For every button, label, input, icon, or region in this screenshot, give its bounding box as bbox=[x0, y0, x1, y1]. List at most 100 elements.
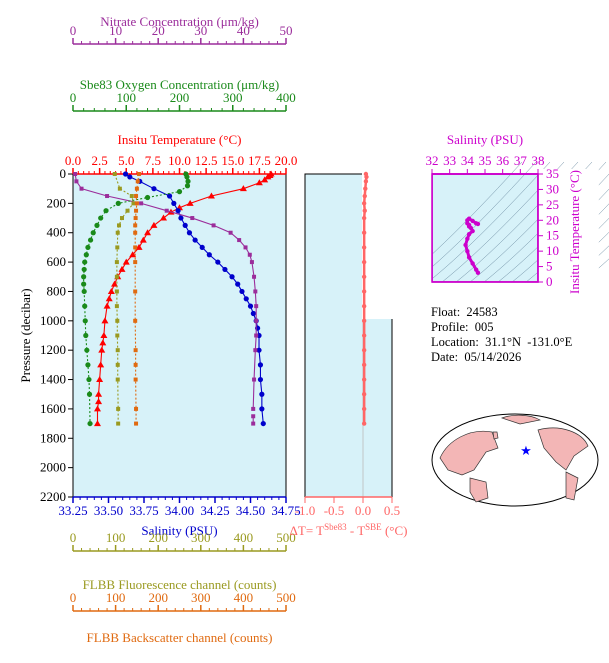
data-point bbox=[260, 420, 266, 427]
pressure-tick-label: 0 bbox=[60, 166, 67, 181]
data-point bbox=[206, 252, 212, 258]
backscatter-tick-label: 0 bbox=[70, 590, 77, 605]
data-point bbox=[207, 192, 215, 199]
data-point bbox=[254, 318, 259, 323]
data-point bbox=[151, 186, 157, 192]
ts-y-tick-label: 10 bbox=[546, 243, 559, 258]
date: Date: 05/14/2026 bbox=[431, 350, 522, 364]
nitrate-tick-label: 50 bbox=[280, 23, 293, 38]
pressure-tick-label: 1200 bbox=[40, 342, 66, 357]
salinity-tick-label: 34.00 bbox=[165, 503, 194, 518]
data-point bbox=[133, 348, 138, 353]
data-point bbox=[98, 215, 104, 221]
data-point bbox=[82, 259, 88, 265]
data-point bbox=[83, 332, 89, 339]
data-point bbox=[81, 288, 87, 295]
data-point bbox=[133, 230, 138, 235]
map-land-south-america bbox=[565, 471, 579, 501]
temperature-tick-label: 2.5 bbox=[92, 153, 108, 168]
delta-line bbox=[362, 173, 368, 424]
backscatter-tick-label: 400 bbox=[234, 590, 254, 605]
data-point bbox=[133, 245, 138, 250]
ts-series bbox=[463, 216, 481, 275]
data-point bbox=[361, 230, 367, 235]
data-point bbox=[139, 236, 147, 243]
world-map: ★ bbox=[431, 413, 599, 507]
main-plot-frame bbox=[72, 173, 287, 498]
oxygen-tick-label: 400 bbox=[276, 90, 296, 105]
data-point bbox=[254, 304, 259, 309]
fluorescence-tick-label: 400 bbox=[234, 530, 254, 545]
data-point bbox=[361, 377, 367, 382]
ts-x-tick-label: 37 bbox=[514, 153, 528, 168]
data-point bbox=[361, 421, 367, 426]
float-location-marker: ★ bbox=[520, 443, 532, 458]
data-point bbox=[361, 333, 367, 338]
temperature-axis-label: Insitu Temperature (°C) bbox=[118, 132, 242, 147]
map-land-asia bbox=[439, 430, 499, 476]
data-point bbox=[84, 347, 90, 353]
data-point bbox=[81, 274, 87, 280]
data-point bbox=[186, 230, 193, 236]
data-point bbox=[362, 208, 367, 213]
oxygen-tick-label: 300 bbox=[223, 90, 243, 105]
data-point bbox=[73, 172, 78, 176]
pressure-tick-label: 2200 bbox=[40, 489, 66, 504]
data-point bbox=[192, 237, 198, 243]
fluorescence-line bbox=[114, 173, 135, 424]
data-point bbox=[103, 208, 109, 214]
ts-mask-bottom bbox=[427, 282, 547, 313]
data-point bbox=[466, 216, 472, 221]
data-point bbox=[134, 208, 139, 213]
data-point bbox=[115, 200, 121, 206]
data-point bbox=[239, 288, 245, 295]
data-point bbox=[105, 295, 113, 302]
data-point bbox=[363, 186, 368, 191]
salinity-axis-label: Salinity (PSU) bbox=[141, 523, 217, 538]
oxygen-tick-label: 0 bbox=[70, 90, 77, 105]
data-point bbox=[361, 289, 367, 294]
ts-y-tick-label: 0 bbox=[546, 274, 553, 289]
data-point bbox=[94, 222, 100, 228]
float-id: Float: 24583 bbox=[431, 305, 498, 319]
pressure-tick-label: 1000 bbox=[40, 313, 66, 328]
pressure-tick-label: 2000 bbox=[40, 460, 66, 475]
oxygen-tick-label: 100 bbox=[117, 90, 137, 105]
data-point bbox=[86, 376, 92, 383]
data-point bbox=[115, 333, 120, 338]
data-point bbox=[133, 260, 138, 265]
data-point bbox=[235, 281, 241, 287]
data-point bbox=[134, 186, 139, 191]
data-point bbox=[95, 390, 103, 397]
ts-x-tick-label: 34 bbox=[461, 153, 475, 168]
data-point bbox=[243, 296, 249, 302]
data-point bbox=[253, 289, 258, 294]
data-point bbox=[122, 258, 130, 265]
data-point bbox=[466, 255, 472, 260]
data-point bbox=[90, 230, 96, 236]
data-point bbox=[264, 173, 272, 180]
data-point bbox=[211, 223, 216, 228]
data-point bbox=[466, 231, 472, 237]
nitrate-series bbox=[251, 414, 256, 426]
data-point bbox=[361, 406, 367, 412]
data-point bbox=[190, 216, 195, 221]
data-point bbox=[133, 223, 138, 228]
data-point bbox=[81, 266, 87, 273]
data-point bbox=[81, 281, 87, 287]
data-point bbox=[475, 221, 481, 227]
pressure-tick-label: 1800 bbox=[40, 430, 66, 445]
data-point bbox=[101, 317, 109, 324]
data-point bbox=[99, 339, 107, 346]
data-point bbox=[361, 201, 367, 206]
data-point bbox=[251, 406, 256, 411]
temperature-tick-label: 5.0 bbox=[118, 153, 134, 168]
map-land-japan bbox=[492, 431, 499, 440]
nitrate-tick-label: 40 bbox=[237, 23, 250, 38]
data-point bbox=[115, 377, 120, 382]
data-point bbox=[259, 391, 265, 397]
map-land-arctic bbox=[500, 414, 541, 425]
data-point bbox=[114, 304, 119, 309]
data-point bbox=[470, 218, 475, 224]
